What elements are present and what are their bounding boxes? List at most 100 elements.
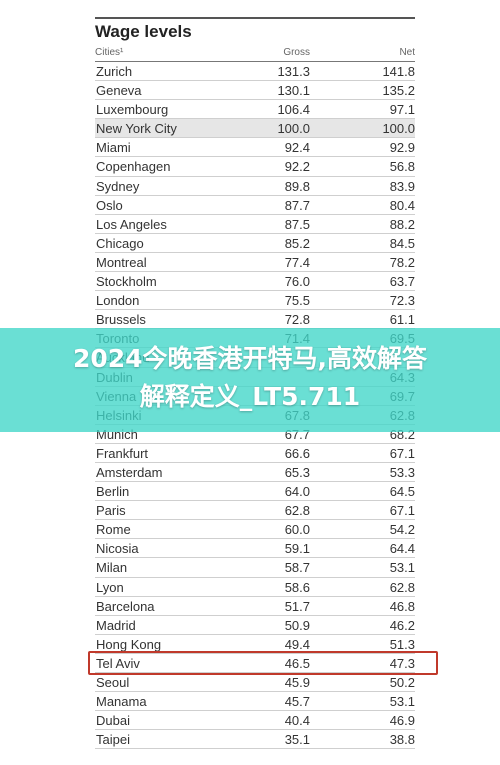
table-row: Taipei 35.1 38.8: [95, 730, 415, 750]
cell-city: New York City: [96, 121, 177, 137]
cell-gross: 60.0: [284, 522, 310, 538]
cell-net: 84.5: [389, 235, 415, 251]
cell-gross: 92.2: [284, 159, 310, 175]
cell-gross: 100.0: [277, 121, 310, 137]
table-row: Milan 58.7 53.1: [95, 558, 415, 578]
cell-gross: 62.8: [284, 503, 310, 519]
cell-gross: 58.6: [284, 579, 310, 595]
cell-city: Oslo: [96, 197, 123, 213]
cell-city: Montreal: [96, 254, 147, 270]
cell-city: Taipei: [96, 732, 130, 748]
cell-net: 135.2: [382, 83, 415, 99]
cell-gross: 50.9: [284, 617, 310, 633]
cell-net: 53.1: [389, 560, 415, 576]
cell-gross: 66.6: [284, 445, 310, 461]
cell-city: Brussels: [96, 312, 146, 328]
cell-city: Lyon: [96, 579, 124, 595]
table-row: Paris 62.8 67.1: [95, 501, 415, 521]
table-row: Barcelona 51.7 46.8: [95, 597, 415, 616]
cell-net: 53.1: [389, 694, 415, 710]
cell-gross: 87.7: [284, 197, 310, 213]
table-row: Geneva 130.1 135.2: [95, 81, 415, 101]
overlay-line-1: 2024今晚香港开特马,高效解答: [72, 344, 428, 373]
cell-gross: 49.4: [284, 636, 310, 652]
table-row: Zurich 131.3 141.8: [95, 62, 415, 82]
cell-net: 47.3: [389, 655, 415, 671]
column-header-city: Cities¹: [95, 47, 124, 58]
overlay-line-2: 解释定义_LT5.711: [139, 382, 361, 411]
cell-gross: 77.4: [284, 254, 310, 270]
overlay-banner: [0, 328, 500, 432]
cell-city: Manama: [96, 694, 147, 710]
cell-city: Rome: [96, 522, 131, 538]
table-row: Miami 92.4 92.9: [95, 138, 415, 158]
cell-gross: 85.2: [284, 235, 310, 251]
cell-city: Luxembourg: [96, 102, 169, 118]
cell-city: Los Angeles: [96, 216, 167, 232]
cell-gross: 46.5: [284, 655, 310, 671]
wage-table-body: Zurich 131.3 141.8 Geneva 130.1 135.2 Luxembou…: [95, 62, 415, 750]
table-row: Stockholm 76.0 63.7: [95, 272, 415, 292]
cell-gross: 130.1: [277, 83, 310, 99]
cell-net: 97.1: [389, 102, 415, 118]
cell-net: 100.0: [382, 121, 415, 137]
table-title: Wage levels: [95, 22, 192, 41]
cell-city: Dubai: [96, 713, 130, 729]
cell-city: Zurich: [96, 64, 133, 79]
cell-net: 38.8: [389, 732, 415, 748]
cell-gross: 65.3: [284, 464, 310, 480]
cell-net: 63.7: [389, 274, 415, 290]
cell-gross: 45.7: [284, 694, 310, 710]
cell-city: Milan: [96, 560, 128, 576]
table-row: Frankfurt 66.6 67.1: [95, 444, 415, 463]
cell-net: 50.2: [389, 675, 415, 690]
cell-city: Barcelona: [96, 598, 155, 614]
cell-net: 46.9: [389, 713, 415, 729]
table-row: Chicago 85.2 84.5: [95, 234, 415, 253]
table-row: Rome 60.0 54.2: [95, 520, 415, 540]
cell-city: Geneva: [96, 83, 142, 99]
cell-gross: 75.5: [284, 293, 310, 309]
cell-net: 83.9: [389, 178, 415, 194]
cell-city: Berlin: [96, 484, 130, 500]
cell-net: 78.2: [389, 254, 415, 270]
cell-gross: 72.8: [284, 312, 310, 328]
table-row: Brussels 72.8 61.1: [95, 310, 415, 330]
cell-net: 62.8: [389, 579, 415, 595]
table-row: Berlin 64.0 64.5: [95, 482, 415, 502]
cell-gross: 89.8: [284, 178, 310, 194]
table-row: Oslo 87.7 80.4: [95, 196, 415, 215]
table-row: London 75.5 72.3: [95, 291, 415, 311]
table-row: Nicosia 59.1 64.4: [95, 539, 415, 559]
cell-gross: 76.0: [284, 274, 310, 290]
cell-net: 88.2: [389, 216, 415, 232]
cell-net: 72.3: [389, 293, 415, 309]
cell-net: 67.1: [389, 445, 415, 461]
cell-city: Madrid: [96, 617, 136, 633]
cell-city: Seoul: [96, 675, 130, 690]
cell-net: 46.8: [389, 598, 415, 614]
cell-net: 64.4: [389, 541, 415, 557]
cell-city: Frankfurt: [96, 445, 149, 461]
cell-gross: 51.7: [284, 598, 310, 614]
cell-gross: 64.0: [284, 484, 310, 500]
cell-net: 92.9: [389, 140, 415, 156]
table-row: Sydney 89.8 83.9: [95, 177, 415, 196]
cell-net: 46.2: [389, 617, 415, 633]
column-header-gross: Gross: [283, 47, 310, 58]
cell-net: 80.4: [389, 197, 415, 213]
cell-city: Amsterdam: [96, 464, 163, 480]
table-row: Tel Aviv 46.5 47.3: [95, 654, 415, 673]
cell-net: 56.8: [389, 159, 415, 175]
cell-gross: 92.4: [284, 140, 310, 156]
table-row: Lyon 58.6 62.8: [95, 578, 415, 597]
cell-city: Hong Kong: [96, 636, 162, 652]
cell-city: Sydney: [96, 178, 140, 194]
header-rule: [95, 61, 415, 62]
table-row: Madrid 50.9 46.2: [95, 616, 415, 635]
table-row: Seoul 45.9 50.2: [95, 673, 415, 693]
cell-gross: 131.3: [277, 64, 310, 79]
overlay-caption: 2024今晚香港开特马,高效解答 解释定义_LT5.711: [0, 340, 500, 416]
cell-net: 53.3: [389, 464, 415, 480]
